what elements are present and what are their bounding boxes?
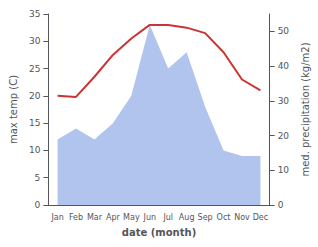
svg-text:30: 30 [29, 36, 41, 46]
svg-text:20: 20 [278, 131, 290, 141]
svg-text:10: 10 [278, 165, 290, 175]
svg-text:May: May [123, 213, 140, 222]
svg-text:35: 35 [29, 9, 40, 19]
svg-text:Aug: Aug [179, 213, 195, 222]
svg-text:25: 25 [29, 64, 40, 74]
svg-text:date (month): date (month) [122, 227, 196, 238]
svg-text:Nov: Nov [234, 213, 250, 222]
svg-text:Oct: Oct [217, 213, 231, 222]
svg-text:Mar: Mar [87, 213, 103, 222]
svg-text:0: 0 [278, 200, 284, 210]
svg-text:Jun: Jun [143, 213, 157, 222]
svg-text:Apr: Apr [106, 213, 121, 222]
svg-text:Dec: Dec [253, 213, 268, 222]
svg-text:20: 20 [29, 91, 41, 101]
svg-text:30: 30 [278, 96, 290, 106]
svg-text:Sep: Sep [198, 213, 213, 222]
svg-text:50: 50 [278, 26, 290, 36]
svg-text:10: 10 [29, 145, 41, 155]
svg-text:max temp (C): max temp (C) [8, 75, 19, 144]
svg-text:5: 5 [35, 173, 41, 183]
svg-text:Jan: Jan [50, 213, 63, 222]
svg-text:15: 15 [29, 118, 40, 128]
svg-text:med. precipitation (kg/m2): med. precipitation (kg/m2) [300, 42, 311, 176]
svg-text:40: 40 [278, 61, 290, 71]
svg-text:0: 0 [35, 200, 41, 210]
svg-text:Jul: Jul [162, 213, 173, 222]
svg-text:Feb: Feb [69, 213, 83, 222]
